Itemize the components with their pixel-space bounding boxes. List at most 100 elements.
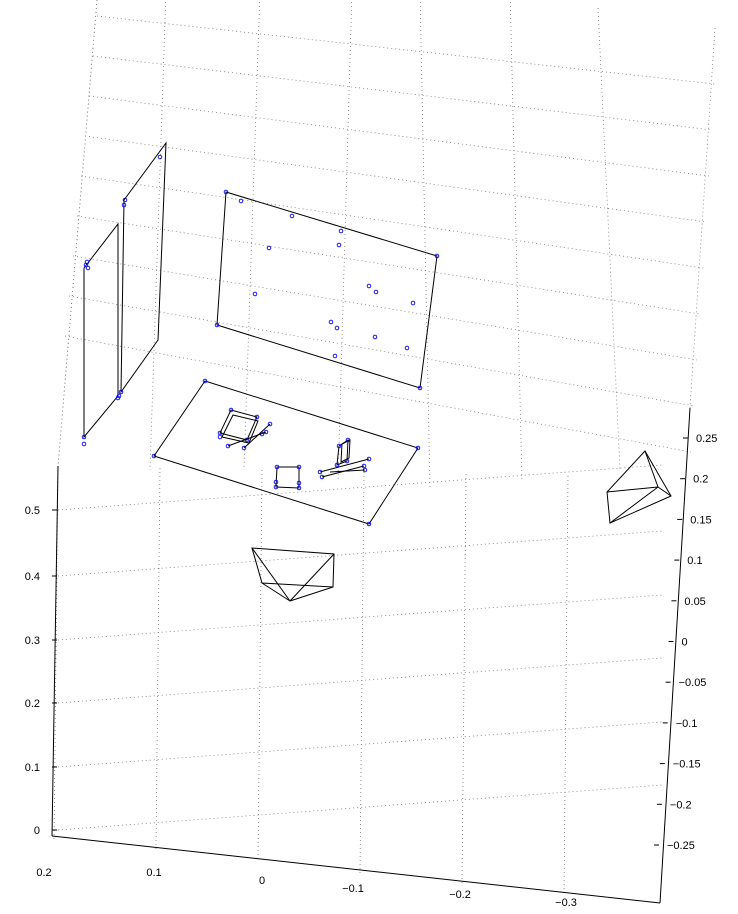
- box-1: [221, 414, 259, 444]
- z-tick-label: 0.1: [25, 762, 40, 774]
- corner-point: [151, 453, 157, 459]
- wall-feature-point: [328, 319, 334, 325]
- wall-feature-point: [366, 283, 372, 289]
- box-feature-point: [336, 443, 342, 449]
- grid-line: [509, 0, 523, 481]
- wall-feature-point: [373, 289, 379, 295]
- y-tick-label: −0.2: [670, 799, 692, 811]
- box-feature-point: [274, 464, 280, 470]
- box-1: [219, 409, 258, 441]
- y-tick-label: 0.15: [690, 514, 711, 526]
- grid-line: [57, 0, 98, 467]
- corner-point: [214, 322, 220, 328]
- wall-feature-point: [122, 197, 128, 203]
- corner-point: [366, 521, 372, 527]
- box-1-edge: [227, 431, 267, 447]
- back-wall-plane: [216, 191, 438, 389]
- grid-line: [57, 530, 663, 577]
- wall-feature-point: [157, 154, 163, 160]
- y-tick-label: 0: [682, 637, 688, 649]
- y-tick-label: 0.1: [687, 555, 702, 567]
- corner-point: [417, 385, 423, 391]
- box-feature-point: [263, 429, 269, 435]
- box-feature-point: [217, 434, 223, 440]
- grid-line: [359, 471, 365, 874]
- box-3-edge: [319, 458, 370, 473]
- wall-feature-point: [84, 259, 90, 265]
- tick-labels: 0.5 0.4 0.3 0.2 0.1 0 0.2 0.1 0 −0.1 −0.2 −0.3 0.25 0…: [25, 433, 718, 909]
- wall-feature-point: [252, 291, 258, 297]
- x-tick-label: 0.1: [146, 867, 161, 879]
- wall-feature-point: [336, 242, 342, 248]
- left-wall-plane-1: [83, 222, 119, 439]
- wall-feature-point: [289, 213, 295, 219]
- box-feature-point: [228, 407, 234, 413]
- corner-point: [434, 253, 440, 259]
- y-tick-label: −0.15: [673, 759, 701, 771]
- floor-plane: [153, 380, 419, 525]
- wall-feature-point: [372, 334, 378, 340]
- box-1-edge: [243, 423, 271, 449]
- box-feature-point: [334, 462, 340, 468]
- blue-camera-ray: [251, 547, 291, 602]
- box-feature-point: [296, 480, 302, 486]
- red-camera-ray: [609, 486, 659, 524]
- wall-feature-point: [85, 265, 91, 271]
- grid-line: [84, 135, 707, 223]
- wall-feature-point: [121, 202, 127, 208]
- wall-feature-point: [238, 198, 244, 204]
- wall-feature-point: [410, 300, 416, 306]
- top-right-box-edge: [689, 27, 716, 409]
- box-feature-point: [296, 485, 302, 491]
- grid-line: [597, 7, 621, 471]
- grid-line: [64, 335, 692, 453]
- y-tick-label: 0.05: [684, 596, 705, 608]
- z-axis-line: [51, 465, 59, 837]
- box-feature-point: [241, 445, 247, 451]
- box-2: [275, 466, 300, 489]
- blue-camera-ray: [261, 582, 291, 602]
- x-tick-label: 0: [259, 875, 265, 887]
- wall-feature-point: [118, 389, 124, 395]
- y-tick-label: −0.25: [667, 840, 695, 852]
- wall-feature-point: [81, 441, 87, 447]
- y-tick-label: 0.25: [696, 433, 717, 445]
- box-feature-point: [273, 484, 279, 490]
- grid-line: [57, 464, 663, 511]
- z-tick-label: 0.3: [25, 635, 40, 647]
- blue-camera-ray: [289, 553, 335, 602]
- wall-feature-point: [338, 228, 344, 234]
- grid-line: [337, 0, 353, 481]
- x-tick-label: −0.2: [449, 889, 471, 901]
- grid-line: [76, 215, 701, 315]
- wall-feature-point: [115, 395, 121, 401]
- x-tick-label: −0.1: [342, 883, 364, 895]
- wall-feature-point: [332, 353, 338, 359]
- grid-line: [57, 657, 663, 704]
- box-3-edge: [329, 469, 366, 473]
- wall-feature-point: [404, 345, 410, 351]
- grid-line: [155, 467, 161, 852]
- red-camera-frustum: [606, 450, 672, 524]
- box-3: [340, 439, 351, 463]
- y-tick-label: −0.05: [679, 677, 707, 689]
- red-camera-ray: [657, 486, 672, 497]
- corner-point: [202, 378, 208, 384]
- blue-camera-ray: [289, 586, 334, 602]
- y-tick-label: −0.1: [676, 718, 698, 730]
- grid-line: [80, 175, 704, 269]
- red-camera-ray: [644, 450, 659, 488]
- grid-line: [563, 475, 569, 896]
- wall-feature-point: [266, 245, 272, 251]
- grid-line: [72, 255, 698, 361]
- grid-line: [57, 594, 663, 641]
- red-camera-ray: [606, 486, 659, 493]
- box-feature-point: [267, 421, 273, 427]
- wall-feature-point: [334, 325, 340, 331]
- box-feature-point: [345, 437, 351, 443]
- grid-lines: [53, 0, 716, 896]
- y-tick-label: 0.2: [693, 474, 708, 486]
- grid-line: [257, 469, 263, 863]
- z-tick-label: 0.4: [25, 571, 40, 583]
